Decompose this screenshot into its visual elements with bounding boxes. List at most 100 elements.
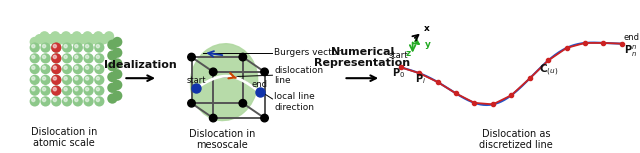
- Circle shape: [75, 55, 78, 59]
- Text: z: z: [406, 49, 411, 58]
- Circle shape: [73, 75, 83, 85]
- Circle shape: [93, 31, 104, 41]
- Circle shape: [40, 53, 51, 63]
- Circle shape: [62, 96, 72, 106]
- Circle shape: [42, 88, 45, 91]
- Circle shape: [31, 88, 35, 91]
- Text: $\mathbf{C}_{(u)}$: $\mathbf{C}_{(u)}$: [538, 62, 558, 78]
- Circle shape: [188, 99, 195, 107]
- Circle shape: [61, 31, 71, 41]
- Circle shape: [42, 66, 45, 69]
- Text: dislocation
line: dislocation line: [275, 65, 324, 85]
- Circle shape: [260, 114, 268, 122]
- Text: Dislocation in
mesoscale: Dislocation in mesoscale: [189, 129, 255, 150]
- Circle shape: [29, 86, 40, 96]
- Circle shape: [86, 66, 89, 69]
- Text: Burgers vector: Burgers vector: [275, 48, 341, 57]
- Text: start: start: [187, 76, 206, 85]
- Circle shape: [51, 86, 61, 96]
- Circle shape: [40, 75, 51, 85]
- Text: Numerical
Representation: Numerical Representation: [314, 47, 410, 68]
- Circle shape: [42, 55, 45, 59]
- Circle shape: [73, 86, 83, 96]
- Circle shape: [83, 31, 93, 41]
- Circle shape: [94, 42, 104, 53]
- Circle shape: [51, 42, 61, 53]
- Circle shape: [53, 88, 56, 91]
- Circle shape: [260, 68, 268, 76]
- Circle shape: [51, 42, 61, 53]
- Circle shape: [53, 88, 56, 91]
- Circle shape: [108, 72, 118, 82]
- Circle shape: [75, 77, 78, 80]
- Circle shape: [77, 34, 88, 44]
- Circle shape: [73, 96, 83, 106]
- Circle shape: [29, 37, 40, 47]
- Circle shape: [83, 86, 93, 96]
- Circle shape: [51, 86, 61, 96]
- Circle shape: [64, 45, 67, 48]
- Circle shape: [209, 114, 217, 122]
- Circle shape: [83, 75, 93, 85]
- Circle shape: [108, 61, 118, 71]
- Circle shape: [86, 45, 89, 48]
- Circle shape: [40, 42, 51, 53]
- Circle shape: [51, 53, 61, 63]
- Circle shape: [188, 53, 195, 61]
- Circle shape: [108, 83, 118, 93]
- Circle shape: [73, 37, 83, 47]
- Circle shape: [53, 45, 56, 48]
- Circle shape: [62, 37, 72, 47]
- Circle shape: [62, 42, 72, 53]
- Circle shape: [29, 64, 40, 74]
- Circle shape: [239, 53, 246, 61]
- Circle shape: [83, 64, 93, 74]
- Circle shape: [64, 55, 67, 59]
- Circle shape: [94, 64, 104, 74]
- Circle shape: [53, 77, 56, 80]
- Text: local line
direction: local line direction: [275, 92, 315, 112]
- Ellipse shape: [191, 44, 258, 121]
- Circle shape: [67, 34, 77, 44]
- Circle shape: [29, 75, 40, 85]
- Circle shape: [94, 86, 104, 96]
- Circle shape: [94, 75, 104, 85]
- Circle shape: [31, 66, 35, 69]
- Circle shape: [112, 37, 122, 47]
- Circle shape: [73, 64, 83, 74]
- Circle shape: [31, 98, 35, 102]
- Circle shape: [94, 53, 104, 63]
- Circle shape: [108, 40, 118, 50]
- Circle shape: [62, 53, 72, 63]
- Circle shape: [112, 91, 122, 101]
- Circle shape: [94, 96, 104, 106]
- Text: Dislocation as
discretized line: Dislocation as discretized line: [479, 129, 553, 150]
- Circle shape: [53, 55, 56, 59]
- Circle shape: [86, 98, 89, 102]
- Text: end: end: [624, 33, 640, 42]
- Circle shape: [83, 96, 93, 106]
- Circle shape: [50, 31, 60, 41]
- Circle shape: [112, 69, 122, 79]
- Circle shape: [64, 66, 67, 69]
- Text: start: start: [389, 51, 408, 60]
- Text: Dislocation in
atomic scale: Dislocation in atomic scale: [31, 127, 97, 148]
- Circle shape: [53, 77, 56, 80]
- Circle shape: [83, 37, 93, 47]
- Text: Idealization: Idealization: [104, 60, 177, 70]
- Circle shape: [53, 55, 56, 59]
- Circle shape: [108, 93, 118, 104]
- Circle shape: [51, 53, 61, 63]
- Circle shape: [51, 64, 61, 74]
- Circle shape: [31, 45, 35, 48]
- Circle shape: [62, 75, 72, 85]
- Circle shape: [96, 88, 99, 91]
- Text: $\mathbf{P}_i$: $\mathbf{P}_i$: [415, 72, 426, 86]
- Circle shape: [104, 31, 114, 41]
- Circle shape: [40, 64, 51, 74]
- Circle shape: [62, 64, 72, 74]
- Circle shape: [56, 34, 67, 44]
- Circle shape: [51, 64, 61, 74]
- Circle shape: [40, 96, 51, 106]
- Text: end: end: [252, 80, 268, 89]
